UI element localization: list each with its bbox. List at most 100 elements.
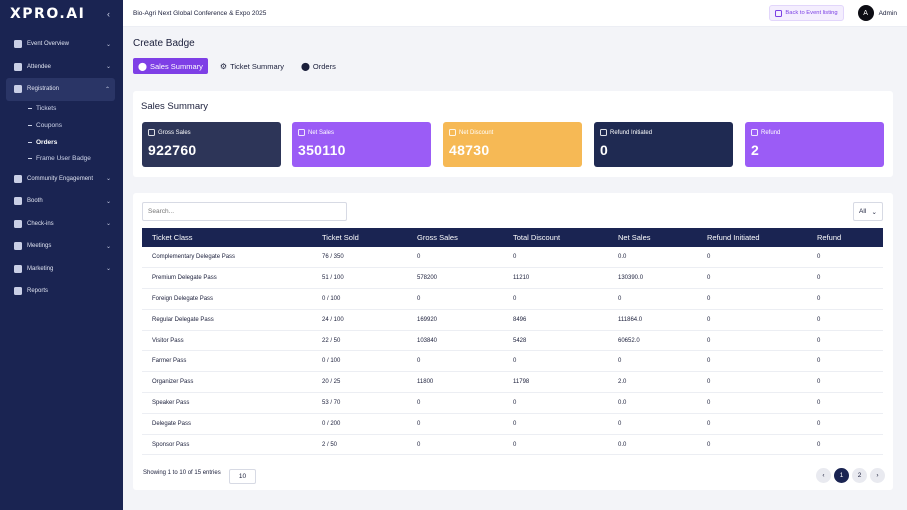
chevron-down-icon: ⌄ [871, 208, 877, 216]
stat-refund-initiated: Refund Initiated 0 [594, 122, 733, 167]
next-page-button[interactable]: › [870, 468, 885, 483]
table-cell: 0 [807, 330, 883, 352]
table-cell: 130390.0 [608, 267, 697, 290]
sidebar-item-reports[interactable]: Reports [0, 280, 123, 303]
table-cell: 0 [807, 350, 883, 373]
table-cell: 0 [807, 247, 883, 269]
table-cell: 578200 [407, 267, 503, 290]
reports-icon [14, 287, 22, 295]
tab-label: Sales Summary [149, 61, 203, 71]
tab-label: Ticket Summary [230, 61, 284, 71]
table-cell: Organizer Pass [142, 371, 312, 394]
collapse-sidebar-icon[interactable]: ‹ [107, 8, 110, 19]
column-header[interactable]: Refund [807, 228, 883, 247]
table-row[interactable]: Farmer Pass 0 / 100 0 0 0 0 0 [142, 350, 883, 373]
sidebar-subitem-label: Frame User Badge [36, 155, 91, 163]
event-title: Bio-Agri Next Global Conference & Expo 2… [133, 9, 267, 17]
tab-orders[interactable]: ⬤ Orders [296, 58, 341, 74]
table-cell: 0 [697, 247, 807, 269]
table-header-row: Ticket Class Ticket Sold Gross Sales Tot… [142, 228, 883, 247]
user-icon [14, 62, 22, 71]
table-cell: 24 / 100 [312, 309, 407, 331]
table-cell: 111864.0 [608, 309, 697, 331]
sidebar-subitem-coupons[interactable]: Coupons [0, 117, 123, 134]
table-cell: 0 [503, 392, 608, 414]
sidebar-subitem-orders[interactable]: Orders [0, 134, 123, 151]
stat-label: Refund Initiated [610, 129, 653, 136]
column-header[interactable]: Refund Initiated [697, 228, 807, 247]
column-header[interactable]: Net Sales [608, 228, 697, 247]
prev-page-button[interactable]: ‹ [816, 468, 831, 483]
table-cell: 0.0 [608, 247, 697, 269]
table-cell: Complementary Delegate Pass [142, 247, 312, 269]
stat-refund: Refund 2 [745, 122, 884, 167]
table-cell: 0 [503, 434, 608, 456]
table-cell: 0 [697, 309, 807, 331]
sales-summary-card: Sales Summary Gross Sales 922760 Net Sal… [133, 91, 893, 177]
page-size-select[interactable]: 10 [229, 469, 256, 484]
sidebar-item-event-overview[interactable]: Event Overview ⌄ [0, 33, 123, 56]
user-name[interactable]: Admin [878, 9, 897, 17]
dash-icon [28, 141, 32, 143]
sidebar-subitem-frame-user-badge[interactable]: Frame User Badge [0, 151, 123, 168]
table-row[interactable]: Speaker Pass 53 / 70 0 0 0.0 0 0 [142, 392, 883, 414]
table-row[interactable]: Delegate Pass 0 / 200 0 0 0 0 0 [142, 413, 883, 435]
avatar[interactable]: A [857, 5, 874, 21]
top-bar: Bio-Agri Next Global Conference & Expo 2… [123, 0, 907, 27]
sidebar-item-check-ins[interactable]: Check-ins ⌄ [0, 212, 123, 235]
filter-select[interactable]: All ⌄ [853, 202, 883, 221]
table-cell: 0 [697, 434, 807, 456]
table-row[interactable]: Visitor Pass 22 / 50 103840 5428 60652.0 0 0 [142, 330, 883, 352]
stat-label: Refund [761, 129, 781, 136]
gross-sales-icon [148, 129, 155, 136]
page-button-1[interactable]: 1 [834, 468, 849, 483]
back-to-event-listing-button[interactable]: Back to Event listing [769, 5, 844, 21]
sidebar-item-registration[interactable]: Registration ⌃ [6, 78, 115, 101]
sidebar-item-attendee[interactable]: Attendee ⌄ [0, 56, 123, 79]
table-cell: 0 [407, 392, 503, 414]
column-header[interactable]: Ticket Class [142, 228, 312, 247]
table-cell: Foreign Delegate Pass [142, 288, 312, 310]
dash-icon [28, 158, 32, 160]
sidebar-item-marketing[interactable]: Marketing ⌄ [0, 257, 123, 280]
filter-value: All [859, 208, 867, 215]
table-row[interactable]: Organizer Pass 20 / 25 11800 11798 2.0 0 0 [142, 371, 883, 394]
table-cell: 0 / 100 [312, 350, 407, 373]
sidebar-subitem-tickets[interactable]: Tickets [0, 101, 123, 118]
table-cell: Delegate Pass [142, 413, 312, 435]
ticket-sales-table-card: All ⌄ Ticket Class Ticket Sold Gross Sal… [133, 193, 893, 490]
table-row[interactable]: Foreign Delegate Pass 0 / 100 0 0 0 0 0 [142, 288, 883, 310]
table-cell: 0.0 [608, 434, 697, 456]
sidebar-item-booth[interactable]: Booth ⌄ [0, 190, 123, 213]
table-cell: 0 [503, 288, 608, 310]
sidebar-item-community-engagement[interactable]: Community Engagement ⌄ [0, 167, 123, 190]
table-row[interactable]: Premium Delegate Pass 51 / 100 578200 11210… [142, 267, 883, 290]
table-body: Complementary Delegate Pass 76 / 350 0 0 0.0… [142, 247, 883, 456]
table-row[interactable]: Regular Delegate Pass 24 / 100 169920 8496 1… [142, 309, 883, 331]
app-logo[interactable]: XPRO.AI [10, 5, 86, 22]
refund-initiated-icon [600, 129, 607, 136]
location-icon: ⬤ [300, 61, 310, 71]
sidebar-item-label: Registration [27, 86, 60, 93]
back-button-label: Back to Event listing [785, 10, 838, 16]
search-input[interactable] [142, 202, 347, 221]
sidebar-item-meetings[interactable]: Meetings ⌄ [0, 235, 123, 258]
page-button-2[interactable]: 2 [852, 468, 867, 483]
tab-sales-summary[interactable]: ⬤ Sales Summary [133, 58, 208, 74]
column-header[interactable]: Ticket Sold [312, 228, 407, 247]
tab-label: Orders [312, 61, 336, 71]
column-header[interactable]: Gross Sales [407, 228, 503, 247]
table-row[interactable]: Complementary Delegate Pass 76 / 350 0 0 0.0… [142, 247, 883, 269]
column-header[interactable]: Total Discount [503, 228, 608, 247]
table-cell: 0 [807, 392, 883, 414]
table-cell: 0 [697, 330, 807, 352]
table-cell: 0 [608, 413, 697, 435]
table-cell: 0 [608, 350, 697, 373]
net-sales-icon [298, 129, 305, 136]
table-cell: 2 / 50 [312, 434, 407, 456]
community-icon [14, 174, 22, 183]
table-cell: 11210 [503, 267, 608, 290]
table-row[interactable]: Sponsor Pass 2 / 50 0 0 0.0 0 0 [142, 434, 883, 456]
tab-ticket-summary[interactable]: ⚙ Ticket Summary [215, 58, 289, 74]
stat-value: 350110 [298, 142, 346, 158]
